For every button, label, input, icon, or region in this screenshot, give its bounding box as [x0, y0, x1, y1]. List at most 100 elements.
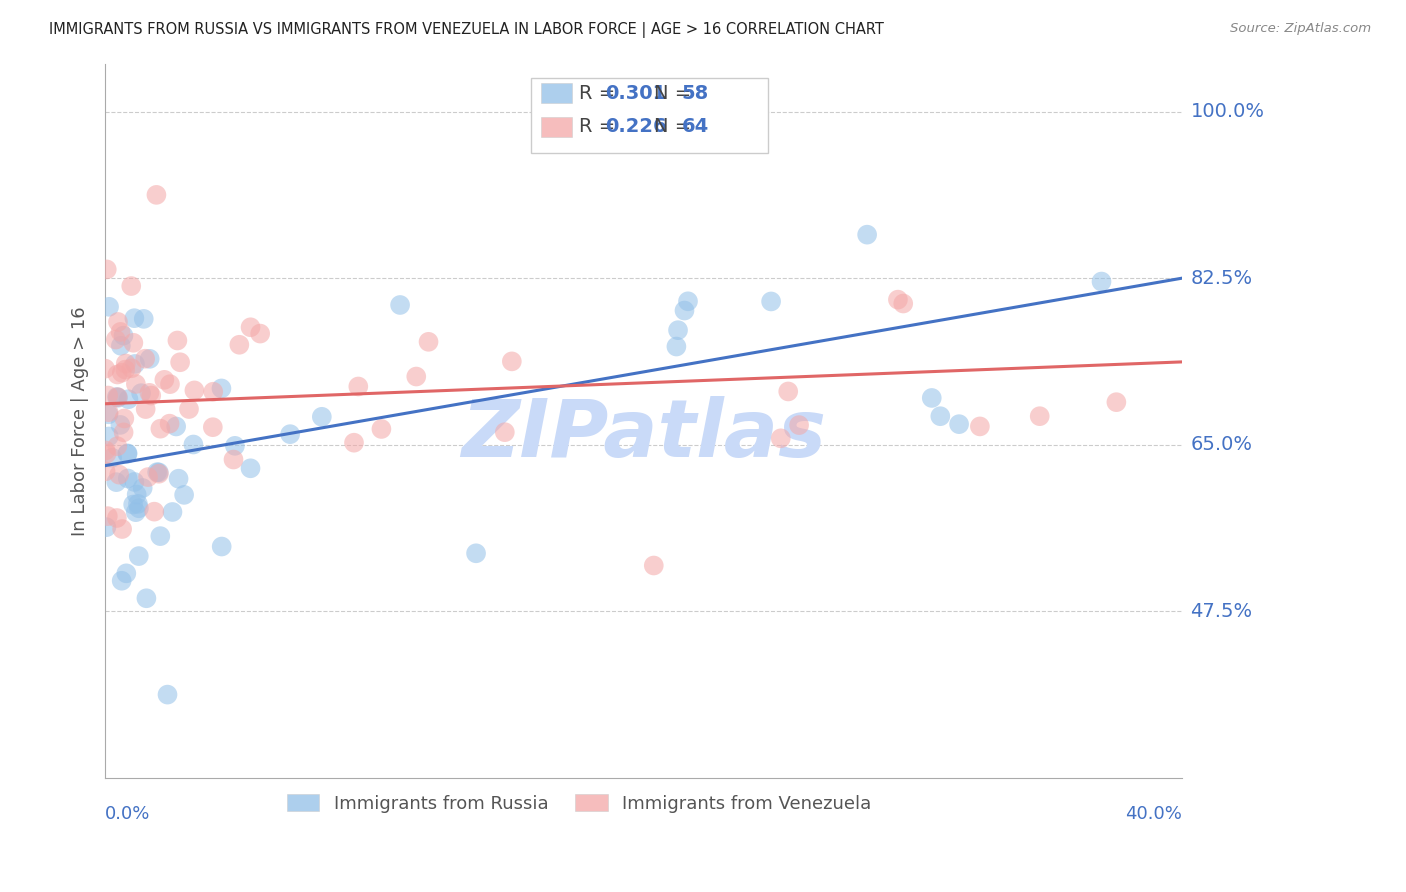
Point: [128, 549, 150, 563]
Point: [494, 425, 516, 440]
Point: [111, 366, 134, 380]
Point: [166, 334, 188, 348]
Point: [201, 420, 224, 434]
Point: [146, 465, 169, 479]
Point: [239, 320, 262, 334]
Text: Source: ZipAtlas.com: Source: ZipAtlas.com: [1230, 22, 1371, 36]
Text: 100.0%: 100.0%: [1191, 103, 1264, 121]
Point: [124, 357, 146, 371]
Point: [278, 427, 301, 442]
Text: IMMIGRANTS FROM RUSSIA VS IMMIGRANTS FROM VENEZUELA IN LABOR FORCE | AGE > 16 CO: IMMIGRANTS FROM RUSSIA VS IMMIGRANTS FRO…: [49, 22, 884, 38]
Point: [111, 574, 134, 588]
Point: [107, 368, 129, 382]
Point: [94, 361, 117, 376]
Point: [1090, 275, 1112, 289]
Point: [97, 405, 120, 419]
Text: ZIPatlas: ZIPatlas: [461, 396, 827, 475]
Point: [97, 509, 120, 524]
Text: 47.5%: 47.5%: [1191, 602, 1253, 621]
Point: [114, 357, 136, 371]
Point: [115, 566, 138, 581]
Point: [665, 339, 688, 353]
Point: [110, 417, 132, 432]
Point: [101, 450, 124, 465]
Point: [169, 355, 191, 369]
FancyBboxPatch shape: [530, 78, 768, 153]
Point: [228, 337, 250, 351]
Point: [135, 402, 157, 417]
Point: [107, 391, 129, 405]
Point: [787, 418, 810, 433]
Point: [121, 361, 143, 376]
Text: R =: R =: [579, 84, 621, 103]
Point: [125, 487, 148, 501]
Point: [347, 379, 370, 393]
Legend: Immigrants from Russia, Immigrants from Venezuela: Immigrants from Russia, Immigrants from …: [280, 787, 879, 820]
Point: [159, 417, 181, 431]
Point: [239, 461, 262, 475]
Point: [1028, 409, 1050, 424]
Point: [969, 419, 991, 434]
Point: [224, 439, 246, 453]
Point: [891, 296, 914, 310]
Point: [673, 303, 696, 318]
Text: N =: N =: [654, 118, 697, 136]
Point: [370, 422, 392, 436]
Point: [167, 472, 190, 486]
Point: [143, 505, 166, 519]
Text: 0.226: 0.226: [605, 118, 666, 136]
Point: [97, 407, 120, 421]
Point: [120, 279, 142, 293]
Point: [107, 315, 129, 329]
Point: [108, 467, 131, 482]
FancyBboxPatch shape: [541, 117, 571, 136]
Point: [343, 435, 366, 450]
Point: [97, 429, 120, 443]
Point: [114, 362, 136, 376]
Point: [125, 505, 148, 519]
Point: [948, 417, 970, 432]
Point: [125, 376, 148, 391]
Point: [96, 520, 118, 534]
Point: [156, 688, 179, 702]
Point: [149, 529, 172, 543]
Point: [501, 354, 523, 368]
Point: [129, 386, 152, 401]
Point: [135, 591, 157, 606]
Point: [127, 497, 149, 511]
Point: [122, 498, 145, 512]
Point: [148, 467, 170, 481]
Point: [105, 511, 128, 525]
Point: [159, 377, 181, 392]
Point: [128, 501, 150, 516]
Point: [311, 409, 333, 424]
Point: [117, 471, 139, 485]
Y-axis label: In Labor Force | Age > 16: In Labor Force | Age > 16: [72, 306, 89, 536]
Point: [202, 384, 225, 399]
Point: [856, 227, 879, 242]
Point: [759, 294, 782, 309]
Point: [209, 381, 232, 395]
Point: [643, 558, 665, 573]
Point: [124, 311, 146, 326]
Point: [418, 334, 440, 349]
Point: [117, 392, 139, 407]
Text: 0.0%: 0.0%: [105, 805, 150, 823]
Point: [249, 326, 271, 341]
Point: [138, 385, 160, 400]
Point: [105, 475, 128, 490]
Point: [105, 439, 128, 453]
Point: [112, 411, 135, 425]
Text: N =: N =: [654, 84, 697, 103]
Point: [177, 402, 200, 417]
Point: [117, 447, 139, 461]
Point: [173, 488, 195, 502]
Point: [136, 470, 159, 484]
Point: [122, 335, 145, 350]
Text: 0.301: 0.301: [605, 84, 666, 103]
Text: 64: 64: [682, 118, 709, 136]
Text: 65.0%: 65.0%: [1191, 435, 1253, 454]
Point: [676, 294, 699, 309]
Point: [124, 475, 146, 489]
Point: [211, 540, 233, 554]
